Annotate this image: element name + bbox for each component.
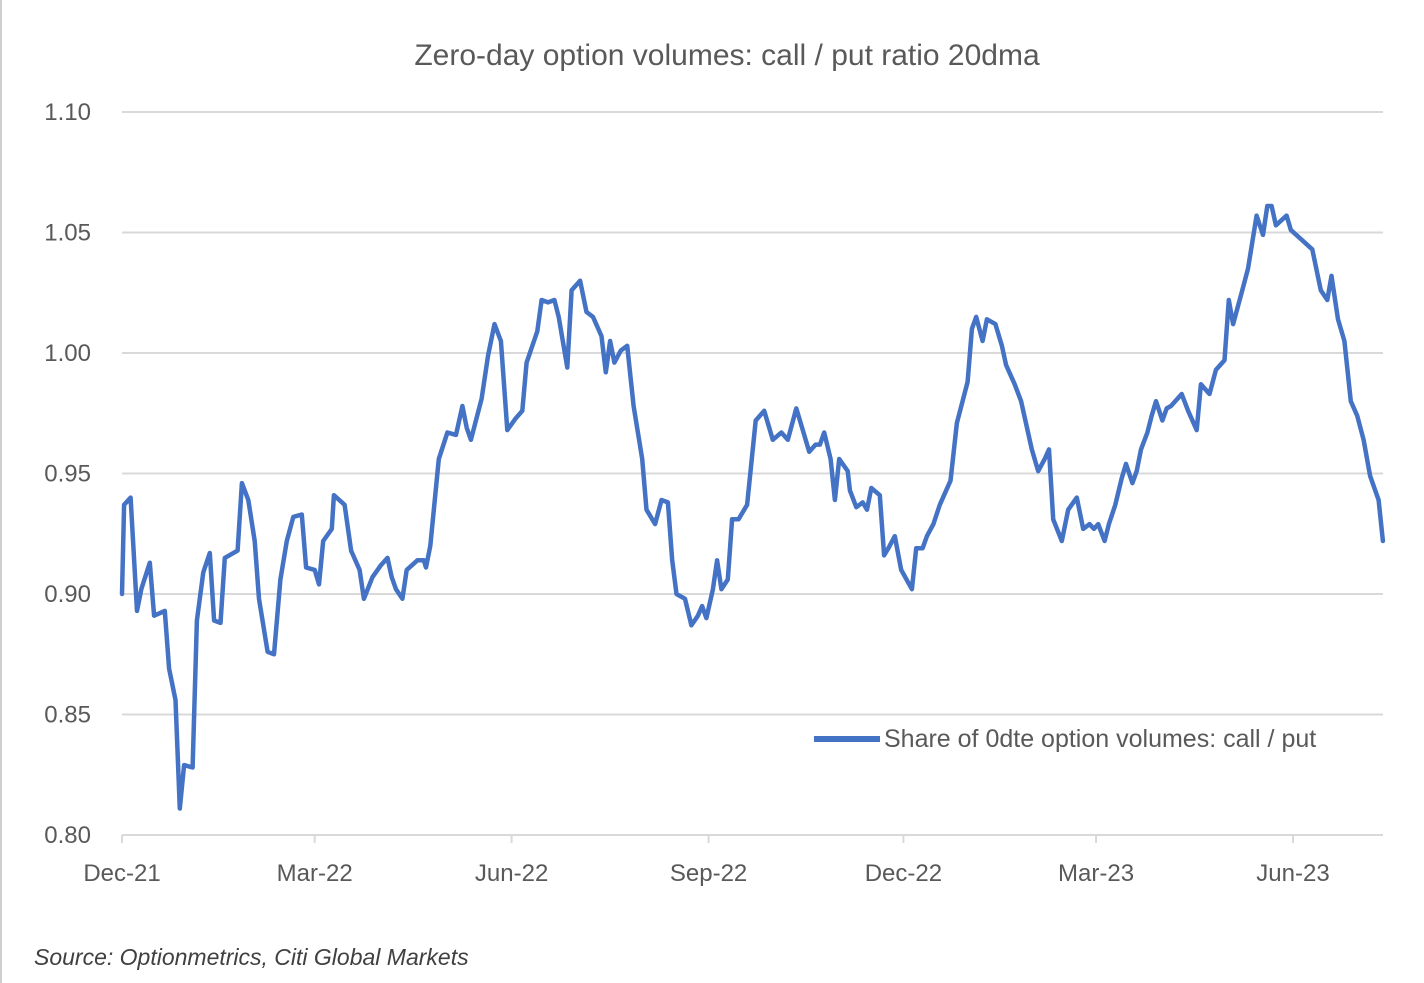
x-tick-label: Jun-23: [1256, 860, 1329, 887]
y-tick-label: 0.95: [44, 461, 91, 488]
x-tick-label: Jun-22: [475, 860, 548, 887]
x-axis-tick-labels: Dec-21 Mar-22 Jun-22 Sep-22 Dec-22 Mar-23 Jun-…: [83, 860, 1329, 887]
source-note: Source: Optionmetrics, Citi Global Marke…: [34, 944, 469, 970]
y-axis-tick-labels: 0.80 0.85 0.90 0.95 1.00 1.05 1.10: [44, 99, 91, 849]
y-tick-label: 0.85: [44, 702, 91, 729]
y-tick-label: 1.00: [44, 340, 91, 367]
legend-label: Share of 0dte option volumes: call / put: [884, 725, 1316, 753]
y-tick-label: 0.90: [44, 581, 91, 608]
x-tick-label: Sep-22: [670, 860, 747, 887]
x-tick-label: Mar-22: [277, 860, 353, 887]
chart-title: Zero-day option volumes: call / put rati…: [414, 39, 1040, 72]
x-tick-label: Dec-21: [83, 860, 160, 887]
legend: Share of 0dte option volumes: call / put: [814, 725, 1316, 753]
x-tick-label: Mar-23: [1058, 860, 1134, 887]
gridlines: [121, 111, 1383, 843]
x-tick-label: Dec-22: [865, 860, 942, 887]
y-tick-label: 1.10: [44, 99, 91, 126]
series-group: [119, 203, 1386, 811]
series-line: [119, 203, 1386, 811]
y-tick-label: 0.80: [44, 822, 91, 849]
y-tick-label: 1.05: [44, 220, 91, 247]
